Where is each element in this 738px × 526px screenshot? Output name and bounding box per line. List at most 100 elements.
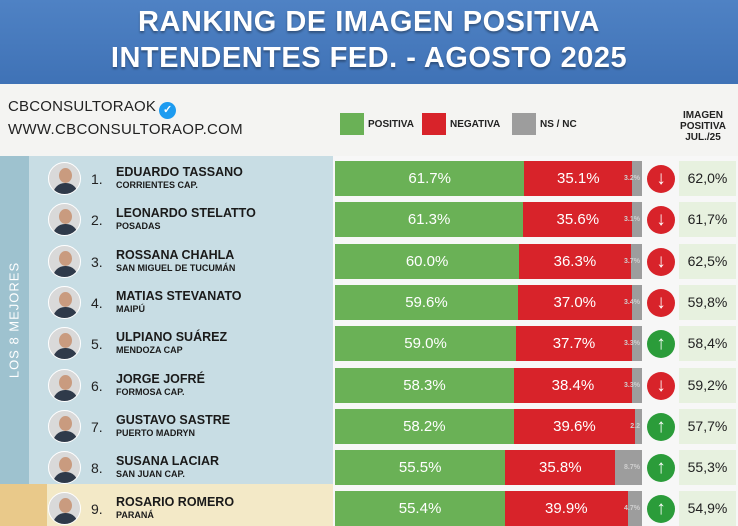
rank-number: 1. — [91, 171, 103, 187]
rank-number: 7. — [91, 418, 103, 435]
arrow-up-icon: ↑ — [647, 495, 675, 524]
arrow-up-icon: ↑ — [647, 454, 675, 483]
mayor-name: LEONARDO STELATTO — [116, 206, 256, 221]
bar-negative — [517, 284, 632, 320]
avatar-body — [53, 472, 78, 484]
mayor-city: CORRIENTES CAP. — [116, 180, 198, 190]
previous-value: 59,8% — [687, 293, 728, 310]
positive-value-label: 58.3% — [403, 376, 446, 394]
verified-badge-icon: ✓ — [159, 102, 177, 119]
previous-header-line-3: JUL./25 — [685, 132, 721, 143]
negative-value-label: 39.9% — [545, 500, 588, 518]
ns-value-label: 2.2 — [630, 422, 640, 430]
bar-negative — [523, 202, 633, 238]
rank-number: 2. — [91, 212, 103, 229]
negative-value-label: 38.4% — [551, 376, 595, 394]
mayor-name: EDUARDO TASSANO — [116, 165, 243, 179]
arrow-down-icon: ↓ — [647, 371, 675, 400]
avatar-head — [59, 333, 72, 349]
previous-value: 58,4% — [687, 335, 728, 352]
mayor-city: PUERTO MADRYN — [116, 427, 196, 438]
rank-number: 8. — [91, 460, 103, 477]
previous-cell — [679, 284, 736, 320]
bar-positive — [335, 326, 517, 362]
mayor-city: MENDOZA CAP — [116, 345, 183, 356]
avatar — [48, 162, 81, 195]
avatar-body — [53, 306, 78, 318]
ns-value-label: 4.7% — [624, 505, 640, 513]
table-row: 1. EDUARDO TASSANO CORRIENTES CAP. 61.7% 35.… — [0, 158, 738, 199]
avatar — [48, 451, 81, 485]
legend-swatch-ns — [512, 113, 536, 135]
bar-positive — [335, 161, 525, 196]
table-row: 2. LEONARDO STELATTO POSADAS 61.3% 35.6% 3.1%… — [0, 199, 738, 240]
bar-ns — [632, 161, 642, 196]
bar-positive — [335, 202, 524, 238]
positive-value-label: 60.0% — [405, 252, 449, 270]
rank-number: 3. — [91, 253, 103, 270]
bar-negative — [519, 243, 631, 279]
ns-value-label: 3.4% — [624, 298, 640, 306]
rank-number: 4. — [91, 294, 103, 311]
header-banner: RANKING DE IMAGEN POSITIVA INTENDENTES F… — [0, 0, 738, 84]
bar-negative — [524, 161, 633, 196]
mayor-city: PARANÁ — [116, 510, 154, 521]
negative-value-label: 35.8% — [539, 459, 582, 477]
avatar-body — [53, 183, 78, 194]
table-row: 7. GUSTAVO SASTRE PUERTO MADRYN 58.2% 39.6% 2… — [0, 406, 738, 447]
avatar — [48, 203, 81, 237]
avatar-head — [59, 209, 72, 225]
mayor-city: FORMOSA CAP. — [116, 386, 185, 397]
previous-value: 62,5% — [687, 252, 728, 269]
avatar-body — [53, 265, 78, 277]
avatar-head — [59, 457, 72, 473]
avatar — [48, 368, 81, 402]
table-row: 4. MATIAS STEVANATO MAIPÚ 59.6% 37.0% 3.4% ↓ 59… — [0, 282, 738, 323]
previous-cell — [679, 161, 736, 196]
avatar-body — [53, 389, 78, 401]
bar-positive — [335, 367, 514, 403]
bar-ns — [630, 243, 642, 279]
positive-value-label: 59.0% — [404, 335, 447, 353]
previous-value: 57,7% — [687, 417, 728, 434]
bar-positive — [335, 408, 514, 444]
arrow-up-icon: ↑ — [647, 330, 675, 359]
brand-name: CBCONSULTORAOK ✓ — [8, 98, 177, 119]
previous-cell — [679, 202, 736, 238]
legend-label-ns: NS / NC — [540, 118, 577, 130]
bar-negative — [505, 491, 628, 526]
bar-ns — [631, 367, 642, 403]
avatar-head — [59, 415, 72, 431]
rank-number: 5. — [91, 336, 103, 353]
table-row: 8. SUSANA LACIAR SAN JUAN CAP. 55.5% 35.8% 8.… — [0, 447, 738, 488]
bar-positive — [335, 491, 506, 526]
avatar-body — [53, 224, 78, 236]
previous-value: 61,7% — [687, 211, 728, 228]
bar-positive — [335, 284, 518, 320]
positive-value-label: 58.2% — [403, 417, 446, 435]
side-group-bar — [0, 156, 29, 484]
positive-value-label: 55.5% — [398, 459, 442, 477]
rank-number: 6. — [91, 377, 103, 394]
previous-cell — [679, 243, 736, 279]
positive-value-label: 61.3% — [407, 211, 451, 229]
arrow-down-icon: ↓ — [647, 165, 675, 193]
avatar-body — [53, 430, 78, 442]
ninth-row-side-marker — [0, 484, 47, 526]
table-row: 9. ROSARIO ROMERO PARANÁ 55.4% 39.9% 4.7% ↑ 54,… — [0, 488, 738, 526]
previous-value: 55,3% — [687, 459, 728, 476]
bar-negative — [516, 326, 632, 362]
mayor-name: MATIAS STEVANATO — [116, 288, 242, 303]
legend-swatch-negative — [422, 113, 446, 135]
table-row: 3. ROSSANA CHAHLA SAN MIGUEL DE TUCUMÁN 60.… — [0, 241, 738, 282]
ns-value-label: 3.7% — [624, 257, 640, 265]
negative-value-label: 37.7% — [552, 335, 596, 353]
bar-ns — [615, 450, 642, 486]
legend-negative: NEGATIVA — [422, 113, 500, 135]
bar-ns — [631, 284, 642, 320]
mayor-city: SAN JUAN CAP. — [116, 469, 185, 480]
bar-positive — [335, 450, 506, 486]
previous-cell — [679, 408, 736, 444]
avatar-head — [59, 250, 72, 266]
